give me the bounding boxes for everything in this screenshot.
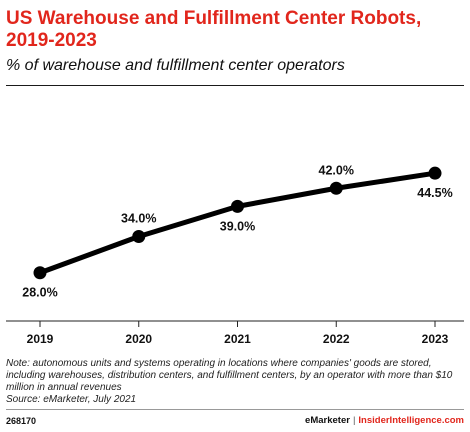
data-point-2021 [231,199,244,213]
x-tick-label-2020: 2020 [125,332,152,346]
chart-title: US Warehouse and Fulfillment Center Robo… [6,8,422,51]
x-tick-label-2021: 2021 [224,332,251,346]
x-tick-label-2023: 2023 [422,332,449,346]
note-text: Note: autonomous units and systems opera… [6,358,453,393]
data-point-2023 [428,166,442,180]
top-divider [6,85,464,86]
data-label-2023: 44.5% [417,186,452,200]
footer-brand: eMarketer | InsiderIntelligence.com [305,415,464,426]
data-point-2019 [33,266,47,280]
series-points [33,166,442,280]
data-label-2019: 28.0% [22,286,57,300]
brand-site: InsiderIntelligence.com [358,415,464,426]
x-axis-tick-labels: 2019 2020 2021 2022 2023 [27,332,449,346]
data-label-2020: 34.0% [121,212,156,226]
data-label-2022: 42.0% [319,163,354,177]
data-label-2021: 39.0% [220,219,255,233]
data-point-2020 [132,230,146,244]
brand-separator: | [352,415,356,426]
data-point-2022 [329,181,343,195]
x-tick-label-2022: 2022 [323,332,350,346]
x-tick-label-2019: 2019 [27,332,54,346]
chart-id: 268170 [6,416,37,426]
bottom-divider [6,409,464,410]
chart-subtitle: % of warehouse and fulfillment center op… [6,57,345,74]
brand-name: eMarketer [305,415,350,426]
source-text: Source: eMarketer, July 2021 [6,394,137,405]
data-labels: 28.0% 34.0% 39.0% 42.0% 44.5% [22,163,452,299]
x-axis-ticks [39,321,436,327]
chart-notes: Note: autonomous units and systems opera… [6,358,464,406]
